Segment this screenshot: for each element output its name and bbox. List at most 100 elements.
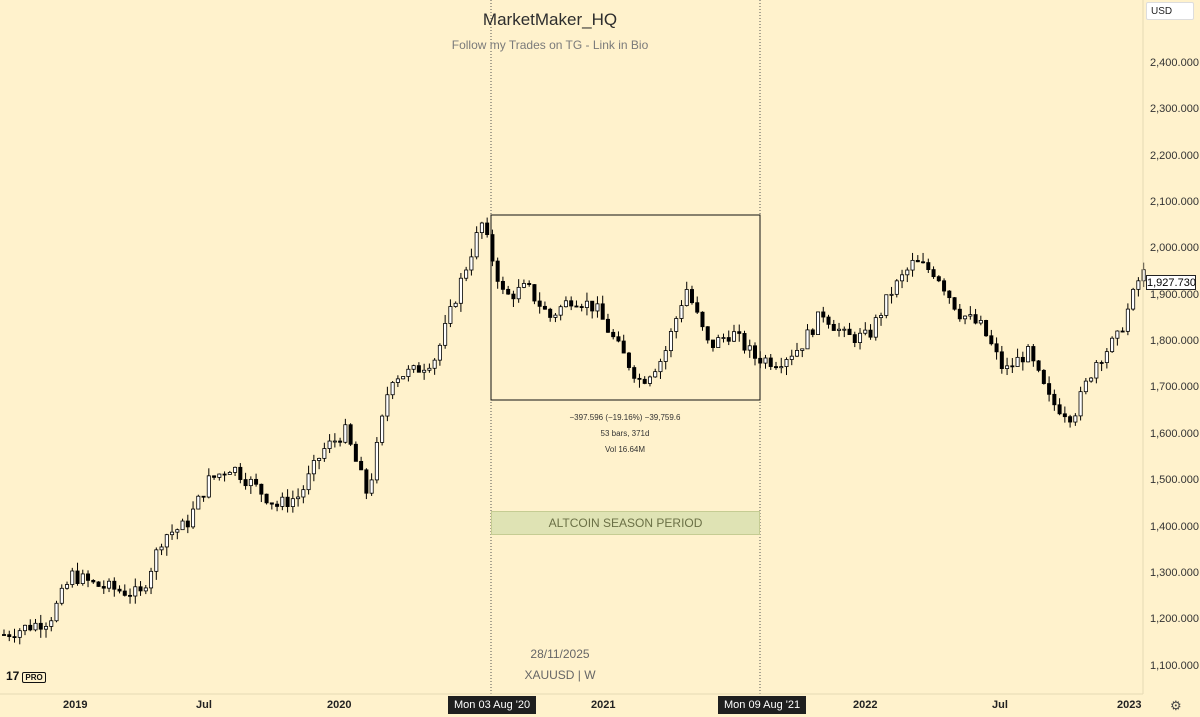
candle-body	[437, 344, 442, 361]
price-axis-label: 2,400.000	[1150, 57, 1199, 69]
candle-body	[1036, 360, 1041, 371]
candle-body	[1131, 288, 1136, 310]
price-axis-label: 1,200.000	[1150, 613, 1199, 625]
range-measure-volume: Vol 16.64M	[604, 445, 646, 454]
settings-icon[interactable]: ⚙	[1170, 698, 1182, 713]
candle-body	[154, 549, 159, 572]
candle-body	[858, 332, 863, 343]
candle-body	[647, 376, 652, 384]
candle-body	[101, 586, 106, 589]
candle-body	[80, 573, 85, 584]
candle-body	[1015, 356, 1020, 367]
candle-body	[12, 636, 17, 639]
candle-body	[65, 584, 70, 589]
candle-body	[931, 269, 936, 278]
candle-body	[710, 339, 715, 348]
candle-body	[611, 331, 616, 338]
candle-body	[149, 570, 154, 589]
candle-body	[921, 261, 926, 264]
tradingview-logo[interactable]: 17 PRO	[6, 669, 46, 683]
candle-body	[842, 328, 847, 331]
candle-body	[301, 489, 306, 498]
candle-body	[17, 630, 22, 638]
candle-body	[222, 473, 227, 476]
candle-body	[317, 457, 322, 461]
date-price-range-box[interactable]	[490, 214, 761, 401]
current-price-label: 1,927.730	[1146, 275, 1196, 290]
candle-body	[947, 290, 952, 299]
candle-body	[395, 378, 400, 383]
candle-body	[485, 222, 490, 235]
candle-body	[112, 580, 117, 590]
candle-body	[170, 531, 175, 536]
price-axis-label: 1,300.000	[1150, 567, 1199, 579]
candle-body	[264, 493, 269, 504]
candle-body	[1115, 330, 1120, 339]
candle-body	[1068, 416, 1073, 423]
candle-body	[553, 314, 558, 318]
price-axis-label: 2,100.000	[1150, 196, 1199, 208]
candle-body	[180, 520, 185, 531]
candle-body	[1005, 365, 1010, 369]
candle-body	[952, 297, 957, 310]
currency-selector[interactable]: USD	[1146, 2, 1194, 20]
candle-body	[380, 415, 385, 443]
time-axis-label: 2019	[63, 699, 88, 711]
candle-body	[311, 460, 316, 475]
candle-body	[894, 280, 899, 295]
candle-body	[1052, 393, 1057, 406]
candle-body	[879, 315, 884, 319]
candle-body	[884, 294, 889, 316]
candle-body	[768, 357, 773, 367]
candle-body	[616, 336, 621, 342]
candle-body	[537, 300, 542, 307]
candle-body	[269, 502, 274, 505]
candle-body	[196, 495, 201, 510]
candle-body	[248, 478, 253, 487]
candle-body	[1083, 380, 1088, 393]
candle-body	[385, 394, 390, 417]
candle-body	[695, 302, 700, 313]
candle-body	[847, 328, 852, 336]
candle-body	[852, 334, 857, 343]
candle-body	[96, 581, 101, 587]
candle-body	[716, 337, 721, 348]
candle-body	[1104, 351, 1109, 364]
candle-body	[348, 424, 353, 445]
candle-body	[936, 276, 941, 282]
price-axis-label: 1,800.000	[1150, 335, 1199, 347]
candle-body	[752, 345, 757, 359]
candle-body	[416, 365, 421, 373]
candle-body	[816, 311, 821, 335]
candle-body	[1099, 362, 1104, 364]
candle-body	[590, 300, 595, 312]
candle-body	[59, 587, 64, 604]
candle-body	[1057, 404, 1062, 415]
candle-body	[984, 320, 989, 337]
candle-body	[353, 443, 358, 462]
time-axis-label: 2022	[853, 699, 878, 711]
candle-body	[548, 308, 553, 318]
candle-body	[1062, 413, 1067, 418]
candle-body	[1094, 362, 1099, 379]
candle-body	[1041, 369, 1046, 384]
range-measure-change: −397.596 (−19.16%) −39,759.6	[569, 413, 681, 422]
candle-body	[868, 329, 873, 338]
candle-body	[1089, 377, 1094, 382]
candle-body	[227, 472, 232, 475]
candle-body	[774, 366, 779, 369]
altcoin-season-label[interactable]: ALTCOIN SEASON PERIOD	[491, 511, 760, 535]
candle-body	[432, 359, 437, 369]
candle-body	[212, 475, 217, 478]
candle-body	[422, 369, 427, 373]
time-axis-label: Jul	[196, 699, 212, 711]
candle-body	[821, 311, 826, 318]
price-axis-label: 1,700.000	[1150, 381, 1199, 393]
candle-body	[343, 424, 348, 443]
candle-body	[306, 473, 311, 491]
candle-body	[296, 496, 301, 500]
candle-body	[322, 448, 327, 459]
candle-body	[684, 289, 689, 306]
candle-body	[700, 311, 705, 328]
